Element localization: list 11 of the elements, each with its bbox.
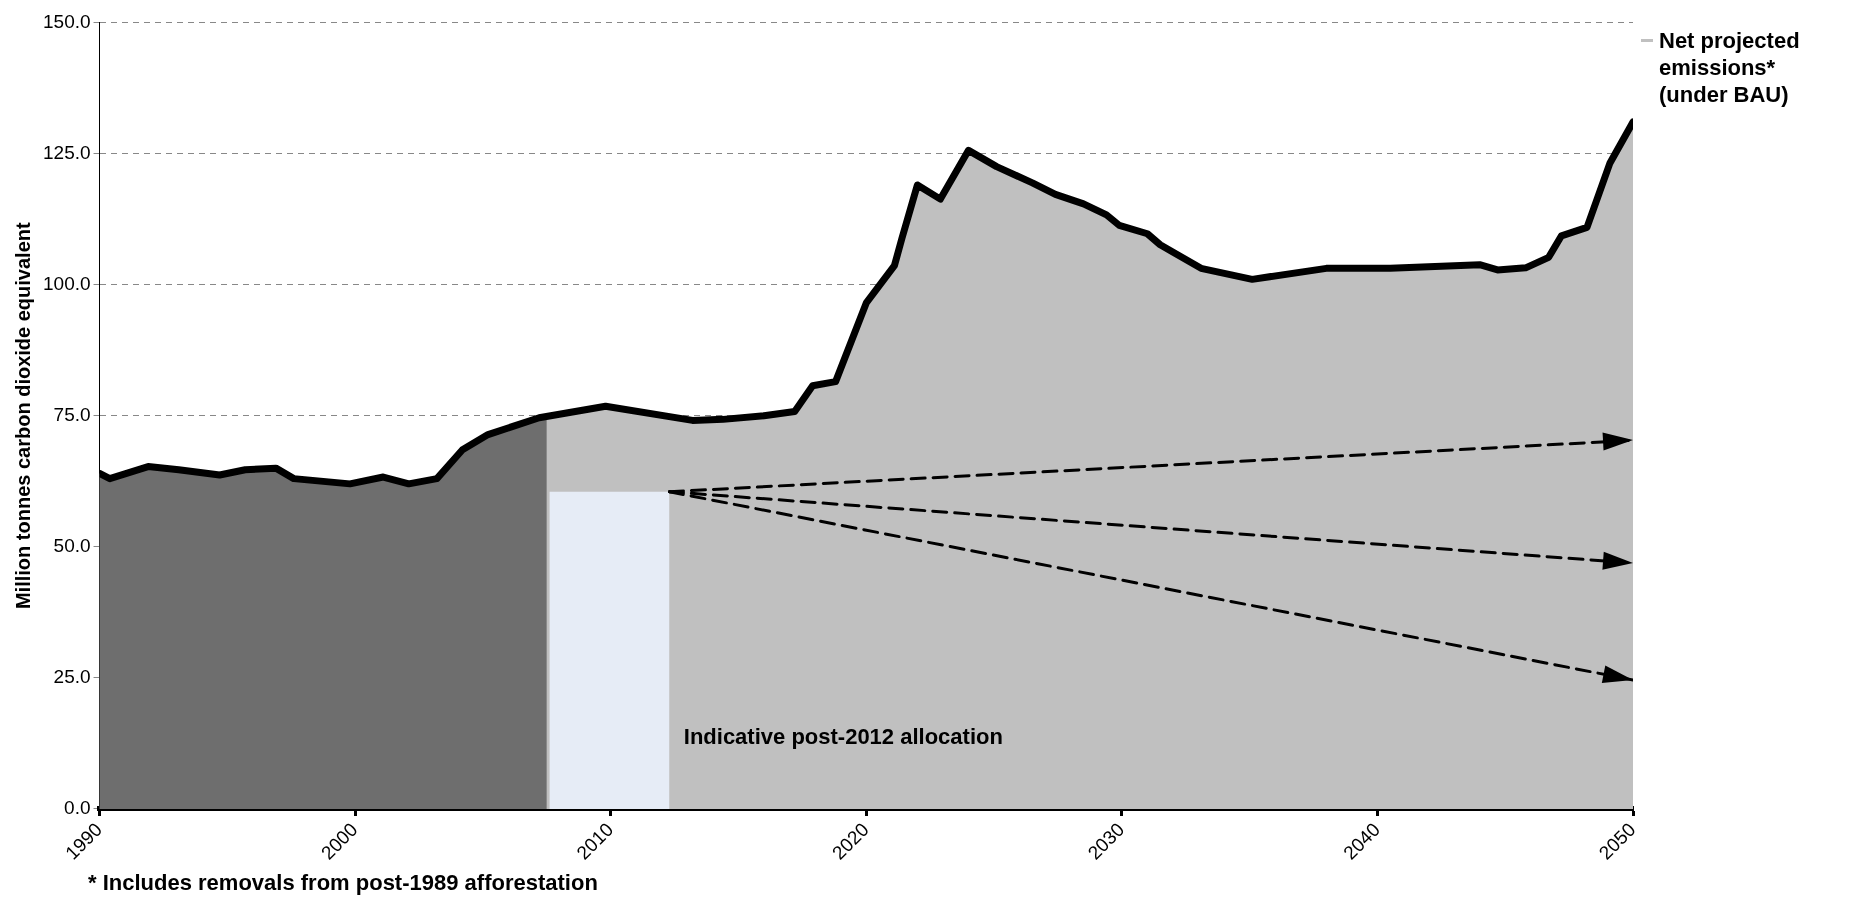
y-tick-label: 50.0: [53, 535, 91, 557]
annotation: Indicative post-2012 allocation: [683, 724, 1003, 751]
y-tick-label: 75.0: [53, 403, 91, 425]
y-tick-label: 25.0: [53, 666, 91, 688]
y-axis-title: Million tonnes carbon dioxide equivalent: [11, 222, 34, 610]
y-tick-label: 0.0: [64, 797, 91, 819]
legend-label: Net projected emissions* (under BAU): [1659, 27, 1801, 109]
y-tick-label: 125.0: [43, 141, 91, 163]
y-tick-label: 100.0: [43, 272, 91, 294]
text: * Includes removals from post-1989 afforestation: [88, 870, 599, 896]
y-tick-label: 150.0: [43, 10, 91, 32]
